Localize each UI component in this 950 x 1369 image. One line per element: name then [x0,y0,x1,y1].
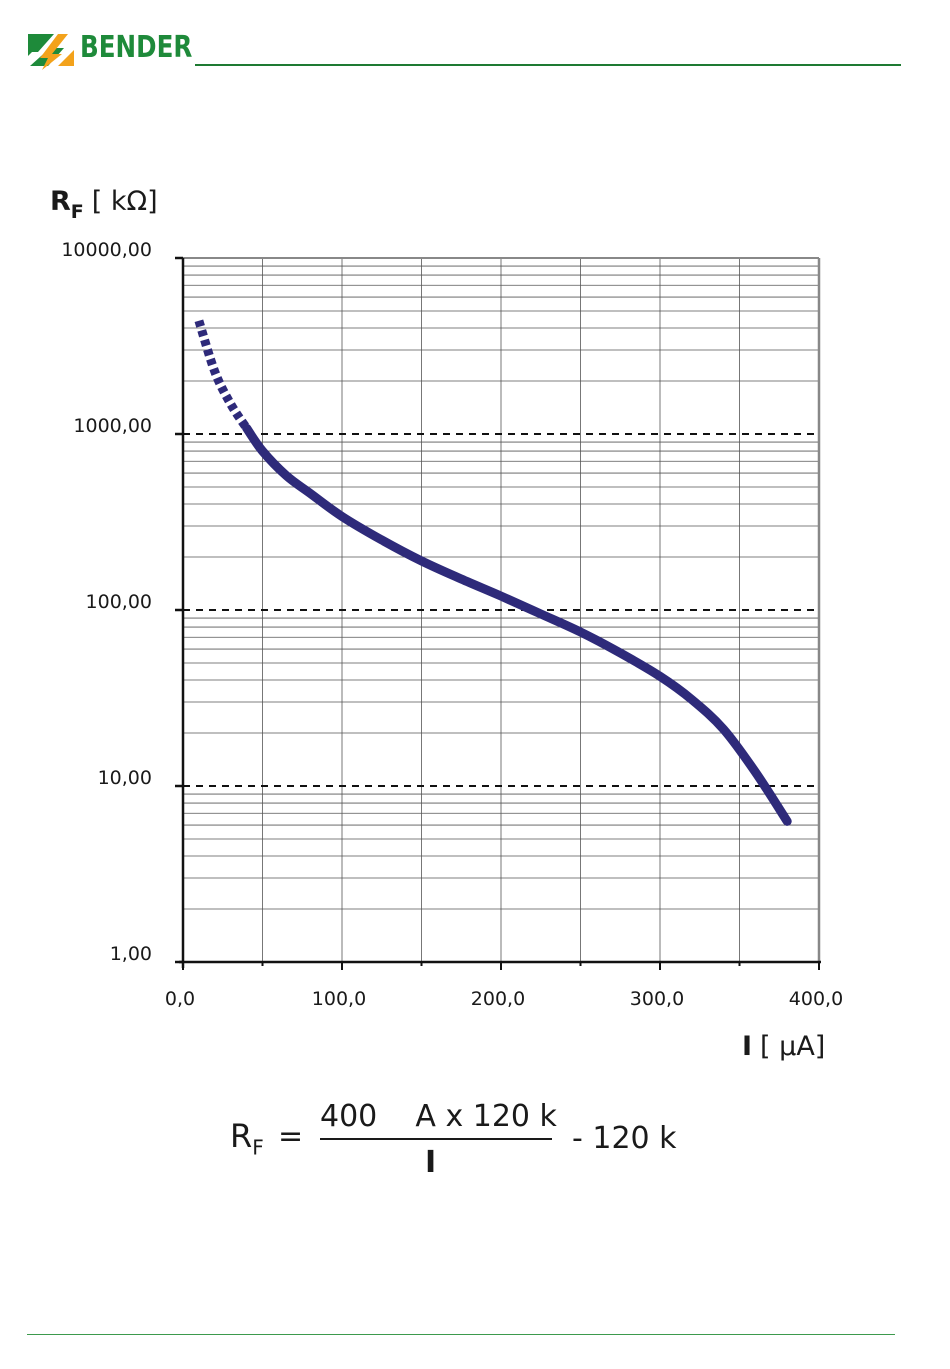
formula-lhs-main: R [230,1117,253,1155]
formula-lhs: RF [230,1117,264,1159]
x-axis-label-main: I [742,1031,752,1062]
y-axis-label: RF [ kΩ] [50,186,158,223]
footer-rule [27,1334,895,1335]
y-axis-label-sub: F [71,201,84,223]
x-tick-label: 100,0 [312,988,366,1010]
formula-tail: - 120 k [572,1121,677,1156]
formula-lhs-sub: F [252,1135,264,1160]
resistance-current-chart: 1,00 10,00 100,00 1000,00 10000,00 0,0 100,0 20… [50,186,843,1062]
y-tick-label: 1000,00 [73,415,152,437]
bender-logo-icon [28,34,74,70]
formula-fraction-bar [320,1138,552,1140]
page-header: BENDER [0,0,950,90]
formula-numerator: 400 A x 120 k [320,1099,557,1134]
x-tick-label: 300,0 [630,988,684,1010]
tick-labels: 1,00 10,00 100,00 1000,00 10000,00 0,0 100,0 20… [61,239,843,1010]
axes [175,256,821,970]
formula-equals: = [278,1119,304,1154]
series-layer [194,319,792,826]
x-tick-label: 0,0 [165,988,195,1010]
series-line-solid [242,423,792,826]
y-axis-label-main: R [50,186,71,217]
y-tick-label: 100,00 [86,591,152,613]
x-tick-label: 200,0 [471,988,525,1010]
reference-lines [183,433,819,787]
series-line-dotted [194,319,251,431]
formula-denominator: I [425,1145,437,1180]
x-axis-label: I [ µA] [742,1031,825,1062]
y-axis-label-unit: [ kΩ] [92,186,158,217]
brand-name: BENDER [80,30,193,65]
header-rule [195,64,901,66]
x-tick-label: 400,0 [789,988,843,1010]
y-tick-label: 1,00 [110,943,152,965]
y-tick-label: 10000,00 [61,239,152,261]
rf-formula: RF = 400 A x 120 k I - 120 k [230,1095,700,1195]
x-axis-label-unit: [ µA] [760,1031,825,1062]
y-tick-label: 10,00 [98,767,152,789]
